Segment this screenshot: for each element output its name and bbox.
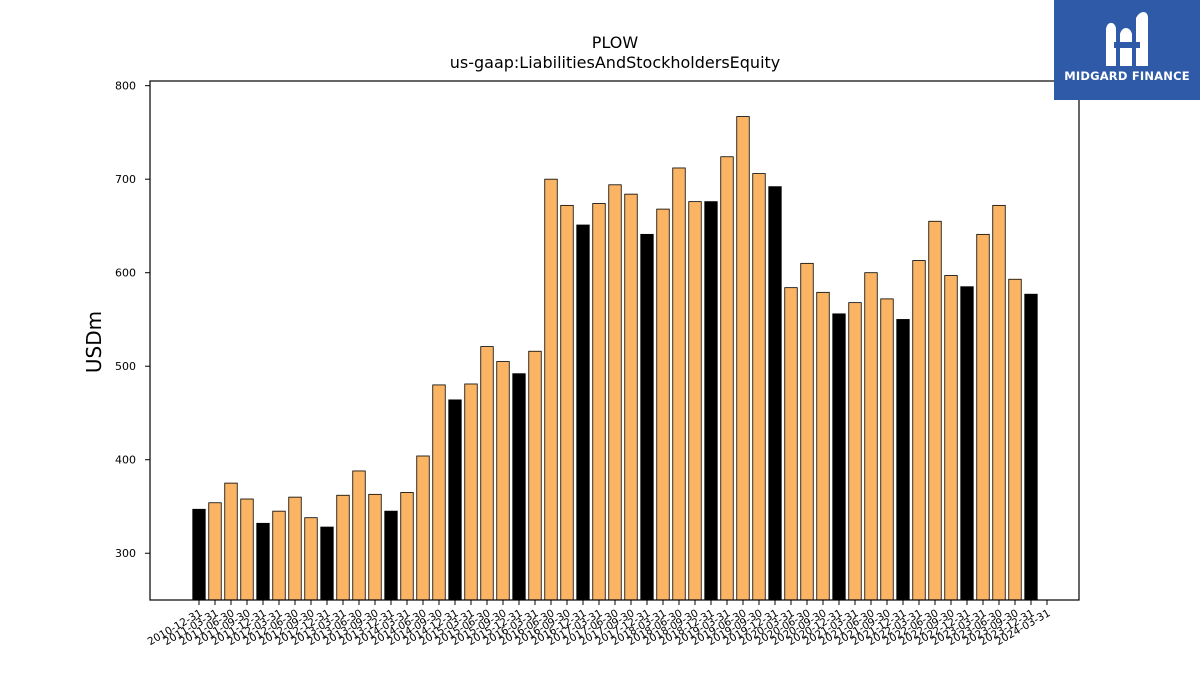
bar-2016-03-31 xyxy=(528,350,542,601)
bar-2015-06-30 xyxy=(480,346,494,601)
bar-2012-06-30 xyxy=(288,496,302,601)
plot-frame xyxy=(149,80,1080,601)
bar-2022-12-31 xyxy=(960,286,974,601)
bar-2018-09-30 xyxy=(688,201,702,601)
bar-2015-03-31 xyxy=(464,383,478,601)
bar-2017-03-31 xyxy=(592,203,606,601)
bar-2023-03-31 xyxy=(976,233,990,601)
bar-2012-12-31 xyxy=(320,526,334,601)
bar-2021-06-30 xyxy=(864,272,878,601)
bar-2010-12-31 xyxy=(192,508,206,601)
bar-2017-06-30 xyxy=(608,184,622,601)
y-tick-label: 300 xyxy=(115,547,136,560)
bar-2019-12-31 xyxy=(768,186,782,601)
bar-2011-12-31 xyxy=(256,522,270,601)
y-tick-label: 400 xyxy=(115,454,136,467)
bar-2019-03-31 xyxy=(720,156,734,601)
bar-2018-06-30 xyxy=(672,167,686,601)
bar-2020-03-31 xyxy=(784,287,798,601)
bar-2014-09-30 xyxy=(432,384,446,601)
bar-2013-09-30 xyxy=(368,493,382,601)
bar-2016-09-30 xyxy=(560,204,574,601)
chart-subtitle: us-gaap:LiabilitiesAndStockholdersEquity xyxy=(450,53,781,72)
bar-2019-06-30 xyxy=(736,116,750,601)
bar-2012-03-31 xyxy=(272,510,286,601)
chart-title: PLOW xyxy=(592,33,639,52)
brand-logo: MIDGARD FINANCE xyxy=(1054,0,1200,100)
bar-2020-12-31 xyxy=(832,313,846,601)
midgard-mark-icon xyxy=(1106,12,1148,66)
bar-2020-09-30 xyxy=(816,291,830,601)
bar-2021-09-30 xyxy=(880,298,894,601)
bar-2016-12-31 xyxy=(576,224,590,601)
bar-2011-06-30 xyxy=(224,482,238,601)
bar-2020-06-30 xyxy=(800,262,814,601)
bar-2014-03-31 xyxy=(400,492,414,601)
x-axis-ticks: 2010-12-312011-03-312011-06-302011-09-30… xyxy=(146,600,1053,648)
bar-2015-09-30 xyxy=(496,361,510,601)
bar-2017-12-31 xyxy=(640,233,654,601)
bar-2022-09-30 xyxy=(944,275,958,601)
bar-2022-03-31 xyxy=(912,260,926,601)
y-tick-label: 700 xyxy=(115,173,136,186)
y-axis-label: USDm xyxy=(82,311,106,373)
bar-2023-06-30 xyxy=(992,204,1006,601)
bar-2013-03-31 xyxy=(336,494,350,601)
bar-2013-06-30 xyxy=(352,470,366,601)
bar-2023-12-31 xyxy=(1024,293,1038,601)
bar-2013-12-31 xyxy=(384,510,398,601)
bar-2015-12-31 xyxy=(512,373,526,601)
bar-2012-09-30 xyxy=(304,517,318,601)
y-tick-label: 500 xyxy=(115,360,136,373)
bar-2021-03-31 xyxy=(848,302,862,601)
bar-2021-12-31 xyxy=(896,319,910,601)
bar-2018-12-31 xyxy=(704,201,718,601)
bar-2023-09-30 xyxy=(1008,278,1022,601)
bars-group xyxy=(192,116,1038,601)
bar-2019-09-30 xyxy=(752,173,766,601)
bar-2014-12-31 xyxy=(448,399,462,601)
y-tick-label: 800 xyxy=(115,80,136,93)
bar-2017-09-30 xyxy=(624,193,638,601)
bar-2014-06-30 xyxy=(416,455,430,601)
bar-2022-06-30 xyxy=(928,220,942,601)
bar-2011-09-30 xyxy=(240,498,254,601)
logo-text: MIDGARD FINANCE xyxy=(1064,69,1190,83)
bar-2011-03-31 xyxy=(208,502,222,601)
y-tick-label: 600 xyxy=(115,267,136,280)
y-axis-ticks: 300 400 500 600 700 800 xyxy=(115,80,150,560)
bar-2018-03-31 xyxy=(656,208,670,601)
bar-2016-06-30 xyxy=(544,178,558,601)
